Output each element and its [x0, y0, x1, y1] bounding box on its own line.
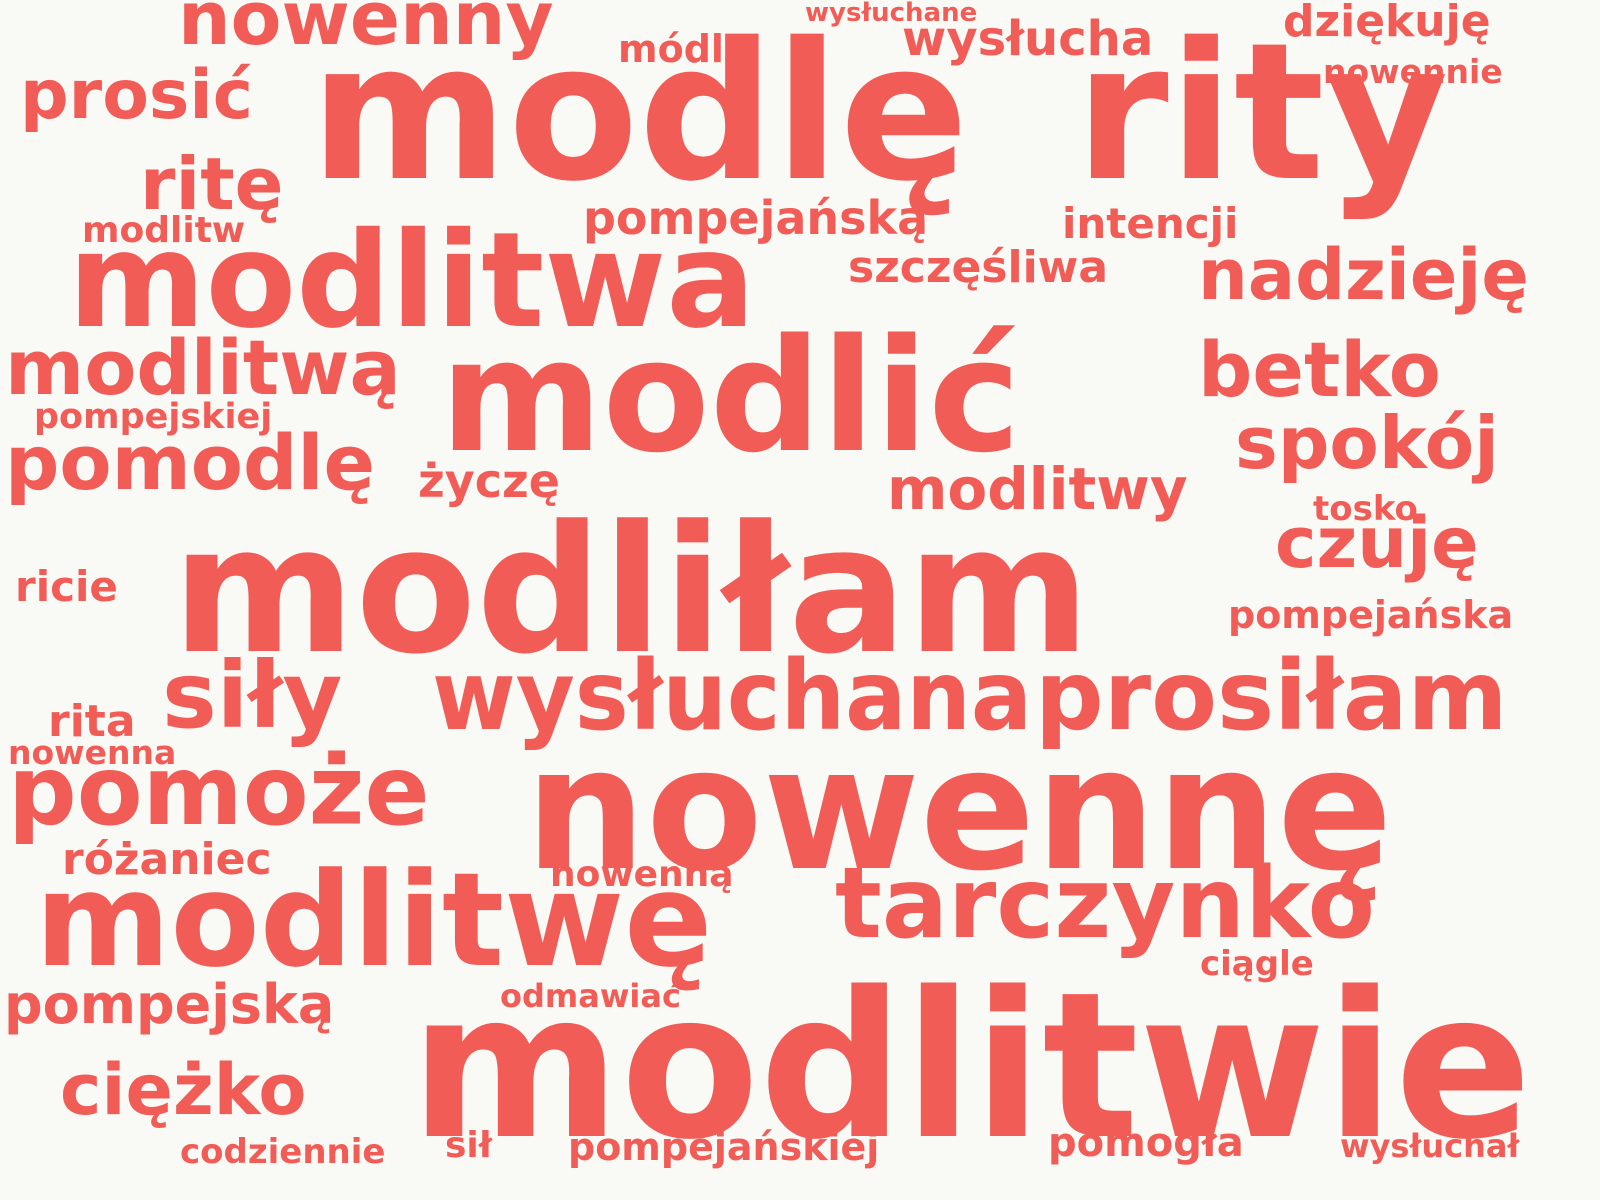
word-43: módl: [618, 27, 724, 71]
word-0: modlitwie: [410, 948, 1532, 1184]
word-19: czuję: [1275, 502, 1479, 584]
word-37: modlitw: [82, 210, 246, 251]
word-39: nowenną: [550, 854, 734, 895]
word-20: prosić: [20, 56, 254, 135]
word-8: wysłuchana: [432, 640, 1033, 752]
word-23: pompejską: [4, 973, 335, 1036]
word-16: nadzieję: [1198, 234, 1529, 316]
word-40: nowennie: [1323, 52, 1503, 91]
word-49: wysłuchane: [805, 0, 978, 28]
word-25: wysłucha: [902, 11, 1154, 67]
word-46: codziennie: [180, 1132, 386, 1172]
word-34: rita: [48, 696, 136, 747]
word-10: tarczynko: [835, 847, 1375, 961]
word-48: wysłuchał: [1340, 1127, 1520, 1165]
word-42: ciągle: [1200, 944, 1314, 984]
word-29: dziękuję: [1283, 0, 1491, 47]
word-9: prosiłam: [1035, 640, 1508, 752]
word-21: ritę: [140, 142, 284, 226]
word-17: betko: [1198, 325, 1441, 414]
word-3: modlić: [440, 305, 1021, 487]
word-33: pomogła: [1048, 1120, 1244, 1166]
word-47: sił: [445, 1125, 493, 1166]
word-45: odmawiać: [500, 977, 681, 1015]
word-2: modliłam: [172, 488, 1091, 693]
word-15: siły: [162, 642, 343, 749]
word-35: ricie: [15, 562, 118, 611]
word-4: modlę: [310, 2, 969, 223]
word-27: szczęśliwa: [848, 242, 1109, 293]
word-7: modlitwę: [35, 844, 713, 996]
word-12: nowenny: [178, 0, 554, 62]
word-22: ciężko: [60, 1049, 307, 1131]
word-24: modlitwy: [887, 455, 1188, 523]
word-38: pompejskiej: [34, 397, 273, 437]
word-18: spokój: [1235, 401, 1499, 485]
word-14: pomodlę: [5, 418, 376, 507]
word-31: różaniec: [62, 834, 272, 885]
word-1: nowennę: [525, 711, 1393, 909]
word-44: nowenna: [8, 733, 177, 772]
word-32: pompejańska: [1228, 593, 1514, 637]
word-6: modlitwa: [68, 204, 756, 358]
word-26: pompejańską: [583, 191, 929, 245]
word-11: pomoże: [8, 735, 430, 847]
word-13: modlitwą: [5, 323, 401, 412]
word-5: rity: [1075, 2, 1449, 223]
word-41: tosko: [1313, 489, 1418, 529]
word-36: pompejańskiej: [568, 1125, 880, 1169]
word-28: intencji: [1062, 199, 1239, 248]
word-30: życzę: [418, 454, 560, 508]
